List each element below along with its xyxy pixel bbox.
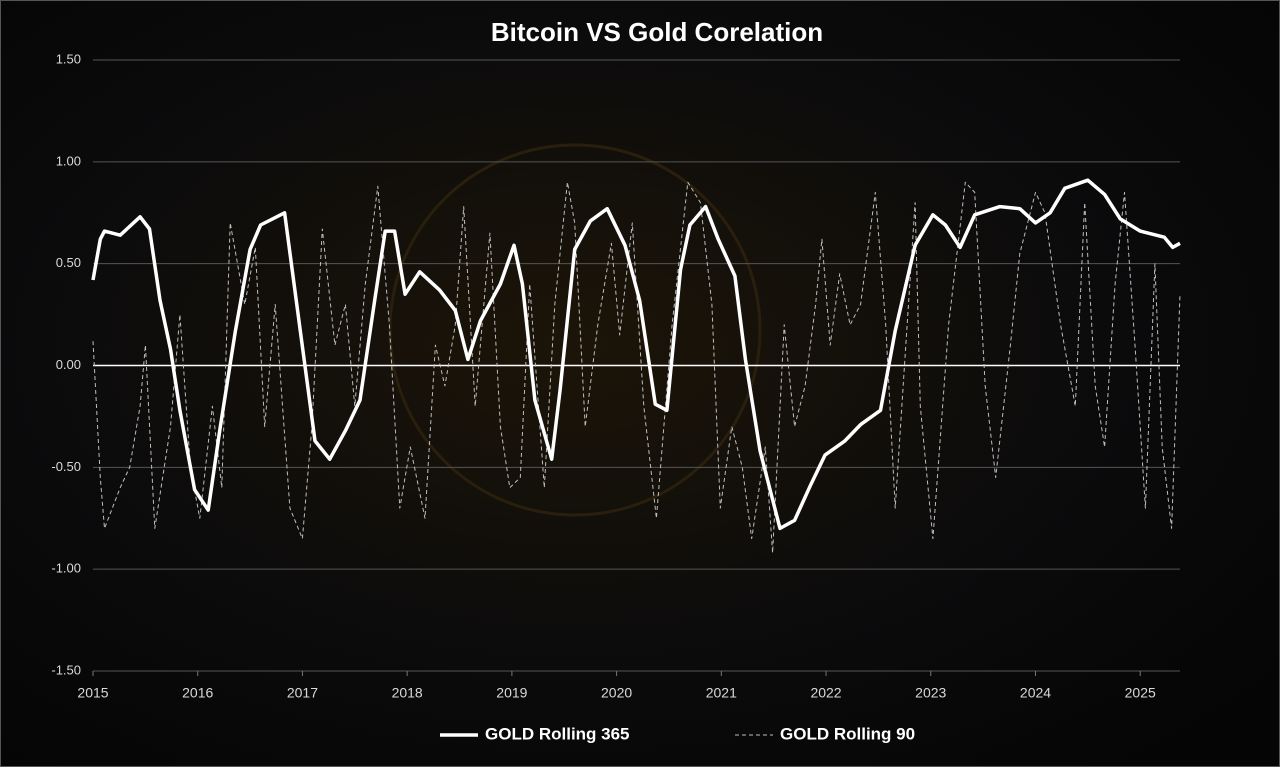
series-line — [91, 178, 1181, 531]
x-tick-label: 2020 — [601, 685, 632, 701]
x-tick-label: 2017 — [287, 685, 318, 701]
x-tick-label: 2024 — [1020, 685, 1051, 701]
x-tick-label: 2018 — [392, 685, 423, 701]
decor — [388, 143, 762, 517]
legend-label: GOLD Rolling 90 — [780, 724, 915, 743]
x-tick-label: 2025 — [1125, 685, 1156, 701]
y-tick-label: 0.50 — [56, 255, 81, 270]
x-tick-label: 2023 — [915, 685, 946, 701]
y-tick-label: -1.00 — [51, 561, 81, 576]
x-tick-label: 2019 — [496, 685, 527, 701]
y-tick-label: 1.00 — [56, 153, 81, 168]
chart-title: Bitcoin VS Gold Corelation — [491, 17, 823, 47]
x-tick-label: 2016 — [182, 685, 213, 701]
y-tick-label: -0.50 — [51, 459, 81, 474]
legend-label: GOLD Rolling 365 — [485, 724, 630, 743]
y-tick-label: -1.50 — [51, 662, 81, 677]
y-tick-label: 0.00 — [56, 357, 81, 372]
x-tick-label: 2022 — [810, 685, 841, 701]
y-tick-label: 1.50 — [56, 51, 81, 66]
x-tick-label: 2021 — [706, 685, 737, 701]
series-line — [92, 181, 1181, 554]
x-tick-label: 2015 — [77, 685, 108, 701]
legend: GOLD Rolling 365 GOLD Rolling 90 — [440, 724, 915, 743]
